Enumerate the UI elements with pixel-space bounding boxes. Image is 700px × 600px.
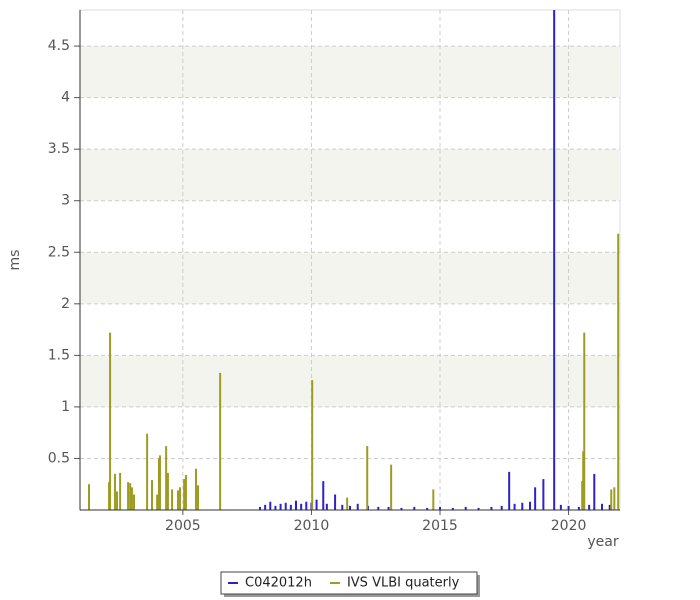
y-tick-label: 4 bbox=[61, 90, 70, 106]
x-tick-label: 2010 bbox=[294, 518, 330, 534]
y-tick-label: 4.5 bbox=[48, 38, 70, 54]
legend: C042012h IVS VLBI quaterly bbox=[220, 571, 480, 597]
y-tick-label: 2.5 bbox=[48, 244, 70, 260]
y-axis-label: ms bbox=[7, 250, 23, 271]
grid-band bbox=[80, 149, 620, 201]
y-tick-label: 3.5 bbox=[48, 141, 70, 157]
x-tick-label: 2015 bbox=[422, 518, 458, 534]
legend-label: IVS VLBI quaterly bbox=[347, 576, 460, 591]
grid-band bbox=[80, 46, 620, 98]
x-tick-label: 2020 bbox=[551, 518, 587, 534]
y-tick-label: 2 bbox=[61, 296, 70, 312]
x-tick-label: 2005 bbox=[165, 518, 201, 534]
grid-band bbox=[80, 355, 620, 407]
grid-band bbox=[80, 252, 620, 304]
legend-box bbox=[220, 571, 478, 595]
x-axis-label: year bbox=[587, 534, 618, 550]
y-tick-label: 1.5 bbox=[48, 347, 70, 363]
y-tick-label: 3 bbox=[61, 193, 70, 209]
legend-label: C042012h bbox=[245, 576, 312, 591]
y-tick-label: 0.5 bbox=[48, 450, 70, 466]
y-tick-label: 1 bbox=[61, 399, 70, 415]
